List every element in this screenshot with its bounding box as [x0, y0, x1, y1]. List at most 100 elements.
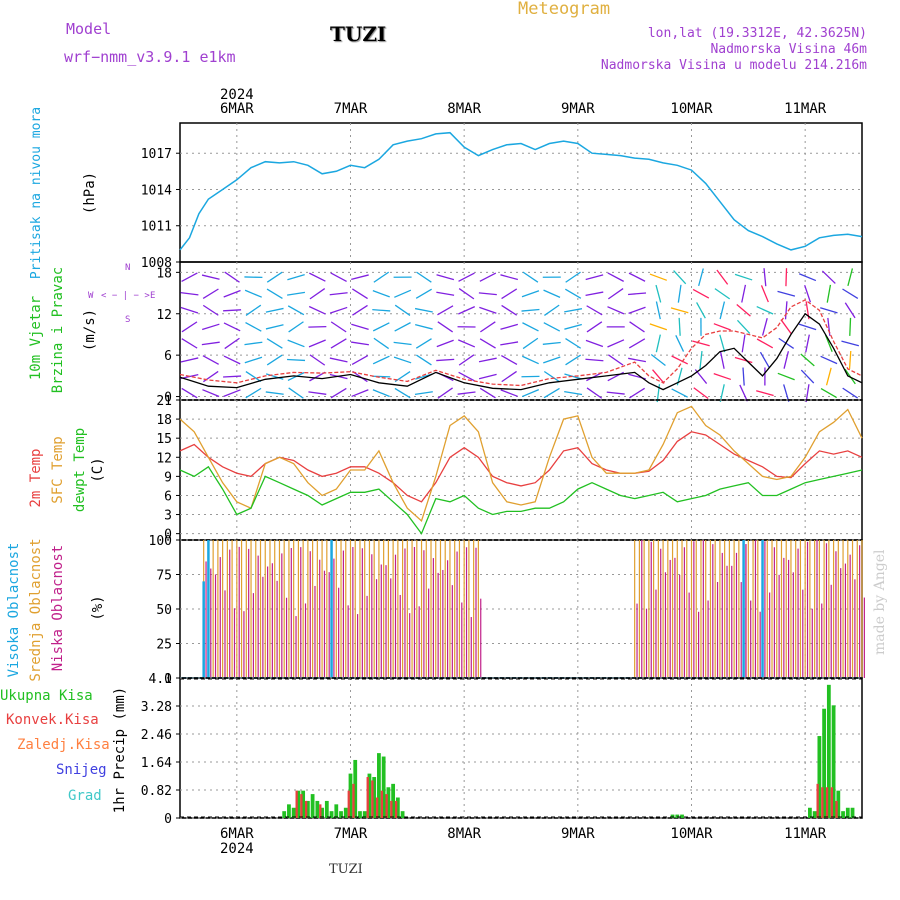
precip-conv-bar	[835, 800, 838, 818]
y-tick-label: 18	[156, 413, 172, 428]
wind-arrow	[783, 351, 790, 369]
wind-arrow	[825, 367, 832, 386]
wind-arrow	[719, 384, 725, 403]
day-label: 7MAR	[334, 826, 368, 842]
temperature-panel: 0 3 6 9 12 15 18 21	[156, 394, 863, 543]
wind-arrow	[330, 321, 347, 333]
wind-arrow	[351, 389, 369, 398]
precip-total-bar	[845, 807, 850, 818]
precip-total-bar	[670, 814, 675, 818]
wind-arrow	[265, 373, 284, 380]
wind-arrow	[756, 390, 774, 397]
wind-arrow	[693, 387, 709, 399]
year-label: 2024	[220, 87, 254, 103]
wind-arrow	[245, 304, 262, 316]
wind-arrow	[820, 355, 838, 365]
wind-arrow	[564, 323, 582, 330]
wind-arrow	[501, 370, 517, 383]
wind-arrow	[458, 272, 475, 282]
pressure-title: Pritisak na nivou mora	[29, 107, 44, 279]
wind-arrow	[180, 357, 199, 363]
wind-arrow	[652, 369, 665, 384]
wind-arrow	[415, 338, 432, 349]
wind-arrow	[719, 334, 726, 353]
wind-arrow	[266, 354, 283, 366]
wind-arrow	[501, 354, 518, 366]
wind-arrow	[373, 337, 390, 350]
day-label: 8MAR	[447, 826, 481, 842]
wind-arrow	[394, 304, 411, 316]
y-tick-label: 0	[164, 391, 172, 406]
wind-arrow	[521, 389, 540, 398]
wind-arrow	[500, 323, 518, 330]
wind-arrow	[785, 268, 788, 287]
wind-arrow	[352, 288, 368, 300]
wind-arrow	[244, 356, 263, 364]
compass-s: S	[125, 315, 130, 325]
y-tick-label: 4.1	[149, 672, 172, 687]
precip-total-bar	[324, 800, 329, 818]
precip-panel: 0 0.82 1.64 2.46 3.28 4.1	[141, 672, 863, 827]
wind-arrow	[800, 353, 815, 367]
precip-total-bar	[817, 736, 822, 818]
wind-arrow	[824, 334, 833, 353]
wind-arrow	[181, 321, 198, 333]
wind-arrow	[734, 273, 753, 281]
wind-arrow	[436, 274, 455, 281]
precip-conv-bar	[385, 794, 388, 818]
wind-arrow	[607, 339, 625, 348]
precip-total-bar	[291, 807, 296, 818]
wind-arrow	[741, 284, 747, 303]
y-tick-label: 3	[164, 509, 172, 524]
wind-arrow	[180, 306, 199, 314]
wind-unit: (m/s)	[82, 309, 98, 351]
wind-arrow	[734, 356, 753, 364]
wind-arrow	[543, 322, 561, 332]
wind-arrow	[202, 355, 219, 365]
precip-total-bar	[675, 814, 680, 818]
precip-total-bar	[287, 804, 291, 818]
y-tick-label: 6	[164, 489, 172, 504]
wind-arrow	[479, 272, 497, 282]
wind-arrow	[565, 271, 581, 283]
wind-arrow	[308, 339, 326, 348]
wind-arrow	[739, 384, 748, 402]
cloud-low-label: Niska Oblacnost	[50, 545, 66, 671]
wind-arrow	[372, 289, 390, 298]
precip-total-bar	[808, 807, 812, 818]
wind-arrow	[565, 354, 582, 366]
wind-arrow	[266, 338, 283, 349]
wind-arrow	[266, 271, 283, 283]
wind-arrow	[265, 324, 284, 330]
wind-arrow	[649, 273, 668, 281]
wind-arrow	[844, 302, 856, 319]
wind-arrow	[458, 354, 475, 366]
wind-arrow	[288, 321, 304, 333]
wind-arrow	[500, 341, 519, 346]
wind-arrow	[202, 389, 220, 398]
wind-subtitle: Brzina i Pravac	[50, 267, 66, 393]
precip-legend-2: Zaledj.Kisa	[17, 737, 110, 753]
compass-e: E	[150, 291, 155, 301]
cloud-mid-label: Srednja Oblacnost	[28, 538, 44, 681]
precip-total-bar	[343, 807, 348, 818]
wind-arrow	[287, 358, 306, 362]
precip-conv-bar	[394, 800, 398, 818]
wind-arrow	[628, 272, 646, 282]
wind-arrow	[714, 288, 731, 300]
y-tick-label: 12	[156, 308, 172, 323]
wind-arrow	[678, 317, 681, 336]
precip-total-bar	[386, 787, 391, 818]
elevation-text: Nadmorska Visina 46m	[710, 42, 867, 57]
day-label: 11MAR	[784, 826, 827, 842]
precip-total-bar	[348, 773, 353, 818]
y-tick-label: 0.82	[141, 784, 172, 799]
wind-arrow	[826, 284, 832, 303]
wind-arrow	[821, 270, 836, 284]
precip-total-bar	[320, 807, 324, 818]
wind-arrow	[458, 288, 475, 300]
wind-arrow	[804, 285, 812, 303]
footer-station: TUZI	[329, 862, 363, 877]
day-label: 9MAR	[561, 826, 595, 842]
wind-arrow	[223, 389, 241, 397]
